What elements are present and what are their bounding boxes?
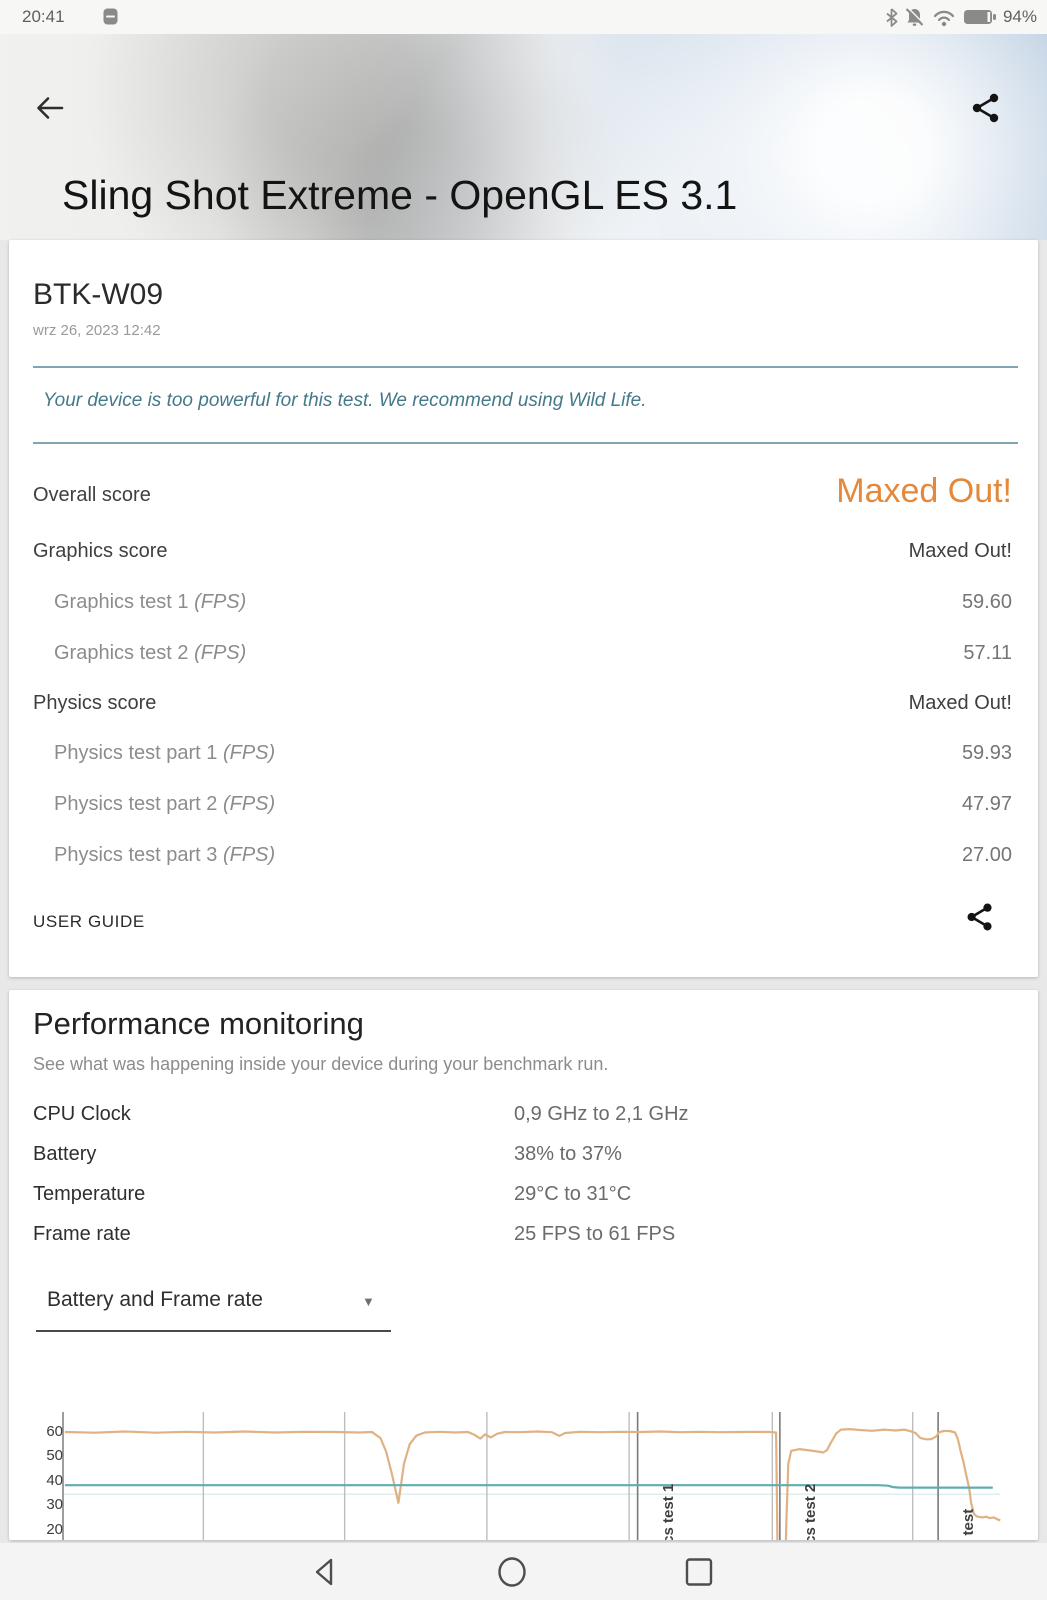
share-icon[interactable]	[971, 92, 1003, 124]
metric-label: Temperature	[33, 1183, 146, 1205]
score-value: 59.93	[961, 742, 1012, 764]
score-label: Physics test part 3 (FPS)	[54, 844, 276, 866]
fps-unit: (FPS)	[194, 642, 247, 664]
user-guide-button[interactable]: USER GUIDE	[33, 912, 145, 931]
y-axis-tick: 40	[46, 1471, 63, 1489]
y-axis-tick: 50	[46, 1447, 63, 1465]
metric-row-battery: Battery 38% to 37%	[33, 1143, 1008, 1171]
performance-title: Performance monitoring	[33, 1006, 364, 1041]
nav-back-button[interactable]	[308, 1555, 342, 1589]
header: Sling Shot Extreme - OpenGL ES 3.1	[0, 34, 1047, 240]
score-label: Physics test part 2 (FPS)	[54, 793, 276, 815]
metric-label: Battery	[33, 1143, 97, 1165]
score-value: Maxed Out!	[908, 692, 1012, 714]
device-name: BTK-W09	[33, 278, 164, 311]
score-value: 47.97	[961, 793, 1012, 815]
chart-event-label: ics test 2	[801, 1483, 819, 1540]
performance-card: Performance monitoring See what was happ…	[9, 990, 1038, 1540]
score-value: Maxed Out!	[908, 540, 1012, 562]
recommendation-notice: Your device is too powerful for this tes…	[43, 390, 647, 411]
score-row-graphics-test-2: Graphics test 2 (FPS) 57.11	[33, 642, 1012, 674]
fps-unit: (FPS)	[222, 742, 276, 764]
score-row-graphics: Graphics score Maxed Out!	[33, 540, 1012, 572]
score-label: Overall score	[33, 484, 151, 506]
series-frame-rate	[64, 1427, 1001, 1540]
dropdown-underline	[36, 1330, 391, 1332]
page-title: Sling Shot Extreme - OpenGL ES 3.1	[62, 172, 738, 218]
metric-label: Frame rate	[33, 1223, 131, 1245]
result-card: BTK-W09 wrz 26, 2023 12:42 Your device i…	[9, 240, 1038, 977]
overall-score-value: Maxed Out!	[836, 472, 1012, 510]
metric-label: CPU Clock	[33, 1103, 131, 1125]
divider	[33, 442, 1018, 444]
score-value: 57.11	[963, 642, 1012, 664]
series-battery	[64, 1484, 993, 1489]
chart-event-label: s test	[960, 1508, 978, 1540]
performance-subtitle: See what was happening inside your devic…	[33, 1054, 609, 1074]
score-value: 59.60	[961, 591, 1012, 613]
score-row-physics-test-3: Physics test part 3 (FPS) 27.00	[33, 844, 1012, 876]
battery-icon	[963, 8, 997, 26]
clock: 20:41	[22, 7, 65, 26]
nav-home-button[interactable]	[495, 1555, 529, 1589]
score-row-graphics-test-1: Graphics test 1 (FPS) 59.60	[33, 591, 1012, 623]
metric-row-cpu-clock: CPU Clock 0,9 GHz to 2,1 GHz	[33, 1103, 1008, 1131]
metric-value: 38% to 37%	[514, 1143, 622, 1165]
header-background-image	[0, 34, 1047, 240]
score-row-physics-test-1: Physics test part 1 (FPS) 59.93	[33, 742, 1012, 774]
score-label: Graphics score	[33, 540, 168, 562]
back-arrow-icon[interactable]	[34, 92, 66, 124]
status-bar: 20:41 94%	[0, 0, 1047, 34]
score-label: Physics test part 1 (FPS)	[54, 742, 276, 764]
fps-unit: (FPS)	[222, 844, 276, 866]
score-value: 27.00	[961, 844, 1012, 866]
bluetooth-icon	[885, 7, 898, 27]
fps-unit: (FPS)	[194, 591, 247, 613]
notification-app-icon	[103, 8, 118, 30]
dropdown-selected-value: Battery and Frame rate	[47, 1288, 263, 1311]
chart-series-dropdown[interactable]: Battery and Frame rate ▼	[47, 1286, 392, 1320]
nav-recents-button[interactable]	[682, 1555, 716, 1589]
score-row-physics: Physics score Maxed Out!	[33, 692, 1012, 724]
battery-percent: 94%	[1002, 7, 1037, 26]
score-label: Graphics test 2 (FPS)	[54, 642, 247, 664]
performance-chart: ics test 1 ics test 2 s test 60 50 40 30 20	[9, 1380, 1038, 1540]
score-label: Graphics test 1 (FPS)	[54, 591, 247, 613]
score-label: Physics score	[33, 692, 157, 714]
divider	[33, 366, 1018, 368]
android-navbar	[0, 1543, 1047, 1600]
chevron-down-icon: ▼	[362, 1294, 375, 1309]
metric-value: 25 FPS to 61 FPS	[514, 1223, 676, 1245]
y-axis-tick: 20	[46, 1520, 63, 1538]
run-date: wrz 26, 2023 12:42	[33, 322, 161, 339]
notifications-muted-icon	[904, 7, 925, 27]
metric-value: 0,9 GHz to 2,1 GHz	[514, 1103, 689, 1125]
metric-value: 29°C to 31°C	[514, 1183, 632, 1205]
score-row-physics-test-2: Physics test part 2 (FPS) 47.97	[33, 793, 1012, 825]
y-axis-tick: 30	[46, 1496, 63, 1514]
wifi-icon	[931, 8, 957, 27]
y-axis-tick: 60	[46, 1423, 63, 1440]
fps-unit: (FPS)	[222, 793, 276, 815]
score-row-overall: Overall score Maxed Out!	[33, 472, 1012, 516]
metric-row-frame-rate: Frame rate 25 FPS to 61 FPS	[33, 1223, 1008, 1251]
chart-event-label: ics test 1	[659, 1483, 677, 1540]
share-icon[interactable]	[966, 902, 996, 932]
metric-row-temperature: Temperature 29°C to 31°C	[33, 1183, 1008, 1211]
